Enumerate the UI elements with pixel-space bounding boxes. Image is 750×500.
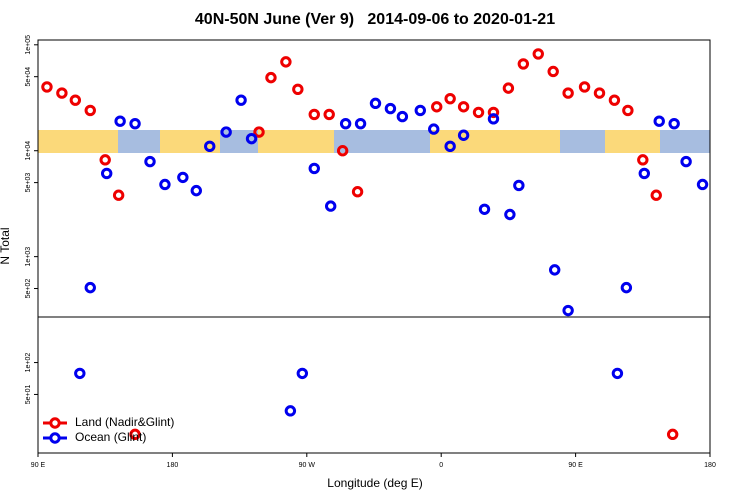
- point: [431, 101, 443, 113]
- point: [608, 94, 621, 106]
- point: [638, 167, 650, 180]
- plot-frame: [37, 39, 711, 454]
- y-tick-label: 1e+05: [25, 35, 32, 55]
- point: [504, 208, 516, 221]
- point: [578, 81, 591, 93]
- x-tick-label: 90 E: [31, 462, 46, 469]
- point: [668, 117, 680, 130]
- point: [245, 132, 258, 145]
- point: [235, 94, 247, 106]
- point: [74, 367, 86, 380]
- point: [354, 117, 367, 130]
- x-axis-label: Longitude (deg E): [327, 476, 422, 490]
- y-tick-label: 1e+03: [25, 247, 32, 267]
- map-strip: [38, 130, 710, 153]
- legend-label: Ocean (Glint): [75, 430, 146, 444]
- point: [414, 104, 426, 117]
- point: [611, 367, 624, 380]
- y-tick-label: 5e+02: [25, 279, 32, 299]
- point: [280, 56, 292, 68]
- point: [84, 104, 96, 117]
- point: [396, 110, 409, 123]
- point: [478, 203, 491, 215]
- point: [351, 186, 364, 198]
- legend-marker: [49, 432, 61, 444]
- point: [177, 171, 189, 184]
- point: [190, 184, 202, 197]
- point: [84, 281, 96, 294]
- point: [696, 178, 709, 191]
- point: [562, 304, 574, 317]
- point: [56, 87, 68, 99]
- point: [457, 129, 470, 141]
- y-tick-label: 5e+03: [25, 173, 32, 193]
- point: [308, 108, 320, 121]
- point: [620, 281, 633, 294]
- x-tick-label: 90 W: [299, 462, 316, 469]
- point: [502, 82, 515, 94]
- y-axis-label: N Total: [0, 227, 12, 264]
- point: [129, 117, 141, 130]
- point: [323, 108, 335, 121]
- point: [653, 115, 665, 127]
- point: [547, 65, 559, 78]
- point: [622, 104, 634, 117]
- point: [253, 126, 265, 138]
- point: [369, 97, 382, 110]
- x-tick-label: 180: [167, 462, 179, 469]
- point: [308, 162, 320, 175]
- point: [562, 87, 574, 99]
- point: [296, 367, 309, 380]
- point: [593, 87, 606, 99]
- y-tick-label: 5e+04: [25, 67, 32, 87]
- point: [532, 48, 544, 60]
- point: [513, 179, 525, 192]
- point: [114, 115, 126, 127]
- point: [100, 167, 113, 180]
- point: [637, 154, 649, 166]
- y-tick-label: 1e+04: [25, 141, 32, 161]
- x-tick-label: 0: [439, 462, 443, 469]
- legend-marker: [49, 417, 61, 429]
- y-tick-label: 5e+01: [25, 385, 32, 405]
- point: [204, 140, 216, 153]
- point: [517, 58, 530, 70]
- point: [548, 264, 561, 276]
- point: [159, 178, 171, 191]
- point: [284, 405, 297, 417]
- point: [220, 126, 232, 138]
- point: [384, 102, 397, 115]
- point: [99, 154, 111, 166]
- point: [487, 113, 500, 125]
- point: [129, 428, 141, 441]
- point: [680, 155, 692, 168]
- point: [339, 117, 352, 130]
- point: [69, 94, 82, 106]
- point: [144, 155, 156, 168]
- point: [292, 83, 304, 96]
- y-tick-label: 1e+02: [25, 353, 32, 373]
- point: [265, 71, 277, 84]
- point: [666, 428, 679, 441]
- point: [444, 92, 456, 105]
- x-tick-label: 90 E: [568, 462, 583, 469]
- legend-label: Land (Nadir&Glint): [75, 415, 174, 429]
- point: [336, 145, 349, 157]
- point: [487, 106, 500, 119]
- point: [650, 189, 662, 201]
- point: [428, 123, 440, 135]
- point: [112, 189, 125, 201]
- point: [444, 140, 456, 153]
- point: [472, 106, 485, 119]
- point: [457, 101, 470, 113]
- chart-title: 40N-50N June (Ver 9) 2014-09-06 to 2020-…: [195, 11, 555, 28]
- point: [41, 81, 53, 93]
- x-tick-label: 180: [704, 462, 716, 469]
- point: [324, 200, 337, 212]
